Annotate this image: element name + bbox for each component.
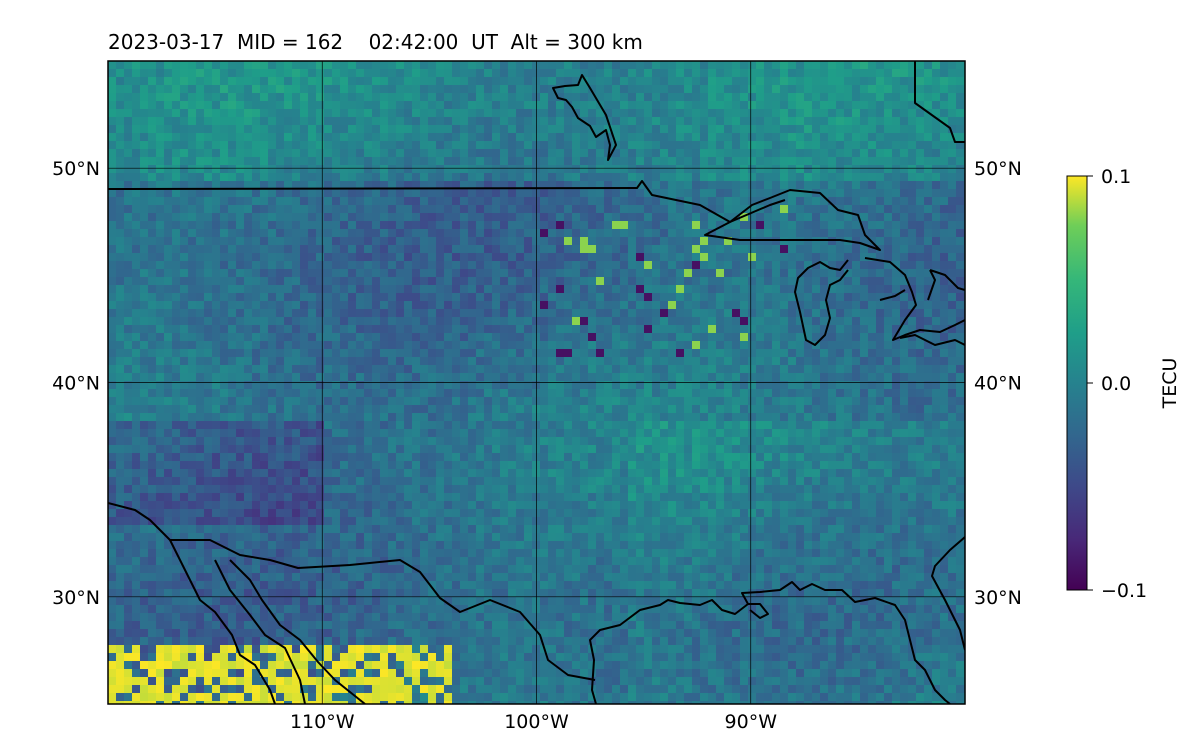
se-coast	[931, 536, 965, 651]
us-canada-border	[108, 180, 786, 223]
colorbar-tick-label: 0.1	[1101, 166, 1131, 188]
lat-label-right: 50°N	[974, 158, 1022, 180]
colorbar-tick-label: −0.1	[1101, 580, 1147, 602]
lat-label-right: 40°N	[974, 373, 1022, 395]
colorbar-label: TECU	[1159, 358, 1181, 410]
map-frame	[107, 60, 966, 705]
tec-pixel-field	[108, 61, 965, 704]
lat-label-left: 50°N	[52, 158, 100, 180]
lat-label-left: 40°N	[52, 373, 100, 395]
lake-huron	[864, 257, 965, 341]
colorbar: 0.1 0.0 −0.1 TECU	[1066, 166, 1181, 602]
lon-label: 100°W	[504, 711, 569, 733]
lake-michigan	[794, 259, 849, 346]
mississippi-delta	[748, 603, 769, 619]
lake-superior	[704, 189, 881, 251]
coastlines-borders	[108, 61, 965, 704]
axis-tick-labels: 50°N 50°N 40°N 40°N 30°N 30°N 110°W 100°W 90°W	[52, 158, 1022, 733]
colorbar-gradient	[1066, 175, 1088, 591]
lat-label-right: 30°N	[974, 587, 1022, 609]
lake-erie	[899, 334, 965, 346]
lon-label: 90°W	[725, 711, 778, 733]
map-area	[108, 61, 965, 704]
james-bay-coast	[552, 74, 617, 161]
lon-label: 110°W	[290, 711, 355, 733]
lat-label-left: 30°N	[52, 587, 100, 609]
baja-coast	[169, 539, 366, 704]
graticule	[108, 61, 965, 704]
colorbar-ticks: 0.1 0.0 −0.1	[1087, 166, 1147, 602]
hudson-bay-coast	[914, 61, 965, 143]
gulf-coast	[589, 581, 951, 704]
map-title: 2023-03-17 MID = 162 02:42:00 UT Alt = 3…	[108, 30, 643, 54]
colorbar-tick-label: 0.0	[1101, 373, 1131, 395]
